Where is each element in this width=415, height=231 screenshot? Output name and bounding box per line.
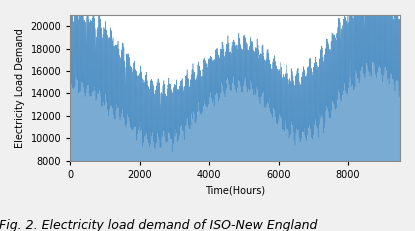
X-axis label: Time(Hours): Time(Hours) (205, 185, 265, 195)
Y-axis label: Electricity Load Demand: Electricity Load Demand (15, 28, 25, 148)
Text: Fig. 2. Electricity load demand of ISO-New England: Fig. 2. Electricity load demand of ISO-N… (0, 219, 317, 231)
